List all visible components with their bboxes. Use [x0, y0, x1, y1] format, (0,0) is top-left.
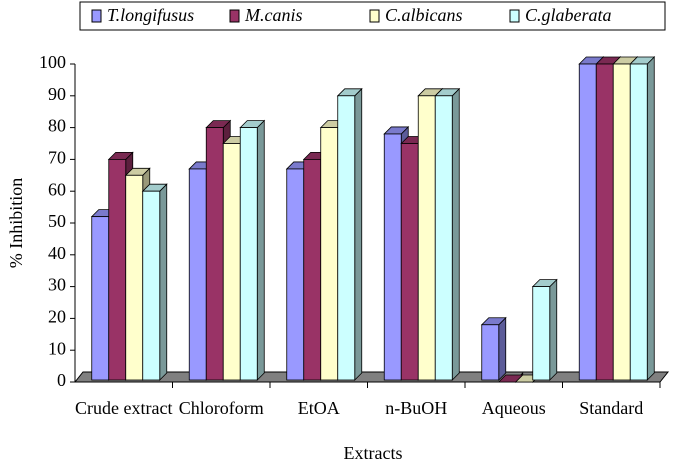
bar [629, 56, 656, 381]
legend-swatch [229, 9, 240, 23]
bar [531, 278, 558, 381]
bar [480, 316, 507, 381]
bar [239, 119, 266, 381]
y-tick-label: 100 [39, 52, 66, 72]
bar [141, 183, 168, 381]
x-tick-label: EtOA [297, 398, 340, 418]
legend-label: C.glaberata [525, 5, 612, 25]
y-tick-label: 0 [57, 370, 66, 390]
legend-label: M.canis [244, 5, 303, 25]
y-tick-label: 40 [48, 243, 66, 263]
legend-swatch [369, 9, 380, 23]
x-tick-label: Chloroform [178, 398, 264, 418]
y-tick-label: 30 [48, 275, 66, 295]
x-axis-title: Extracts [344, 443, 403, 463]
bar [434, 87, 461, 381]
y-axis-title: % Inhibition [6, 178, 26, 269]
x-tick-label: n-BuOH [385, 398, 448, 418]
legend-label: C.albicans [385, 5, 463, 25]
y-tick-label: 10 [48, 338, 66, 358]
y-tick-label: 70 [48, 148, 66, 168]
legend-swatch [509, 9, 520, 23]
legend-label: T.longifusus [107, 5, 194, 25]
y-tick-label: 20 [48, 307, 66, 327]
x-tick-label: Aqueous [481, 398, 546, 418]
legend-swatch [91, 9, 102, 23]
y-tick-label: 50 [48, 211, 66, 231]
y-tick-label: 60 [48, 179, 66, 199]
bar [336, 87, 363, 381]
x-tick-label: Crude extract [75, 398, 173, 418]
y-tick-label: 90 [48, 84, 66, 104]
x-tick-label: Standard [579, 398, 644, 418]
y-tick-label: 80 [48, 116, 66, 136]
